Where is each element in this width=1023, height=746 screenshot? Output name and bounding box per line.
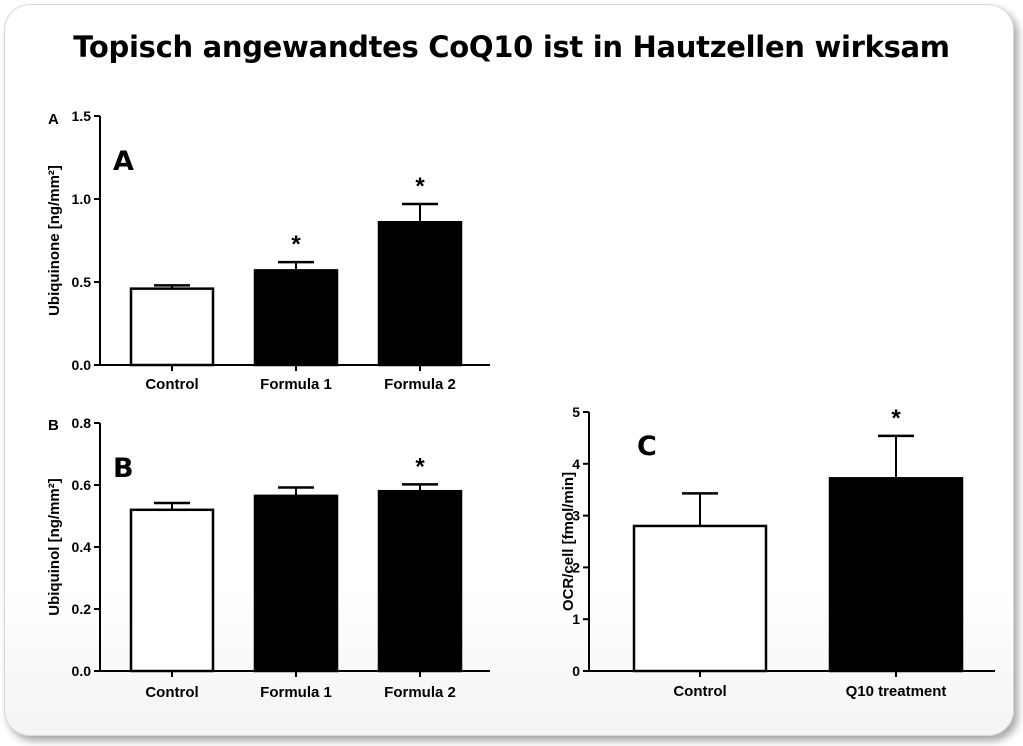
y-tick-label: 0.6 — [72, 477, 92, 493]
panel-letter: C — [637, 431, 657, 462]
y-tick-label: 1.0 — [72, 191, 92, 207]
y-axis-label: Ubiquinol [ng/mm²] — [46, 478, 63, 615]
bar — [129, 287, 215, 367]
y-tick-label: 0.4 — [72, 539, 92, 555]
panel-small-letter: A — [48, 111, 59, 128]
significance-star: * — [415, 453, 425, 480]
category-label: Formula 1 — [260, 684, 332, 701]
bar — [253, 494, 339, 673]
y-axis-label: OCR/cell [fmol/min] — [560, 472, 577, 611]
y-tick-label: 4 — [572, 456, 580, 472]
category-label: Formula 2 — [384, 684, 456, 701]
y-tick-label: 0.0 — [72, 357, 92, 373]
panel-small-letter: B — [48, 417, 59, 434]
category-label: Formula 2 — [384, 376, 456, 393]
category-label: Q10 treatment — [846, 683, 947, 700]
category-label: Formula 1 — [260, 376, 332, 393]
category-label: Control — [145, 376, 198, 393]
y-tick-label: 1 — [572, 611, 580, 627]
y-tick-label: 1.5 — [72, 108, 92, 124]
slide-title: Topisch angewandtes CoQ10 ist in Hautzel… — [73, 30, 950, 64]
bar — [377, 220, 463, 367]
y-tick-label: 2 — [572, 559, 580, 575]
significance-star: * — [891, 405, 901, 432]
significance-star: * — [415, 173, 425, 200]
y-tick-label: 0 — [572, 663, 580, 679]
bar — [377, 489, 463, 673]
panel-letter: A — [113, 146, 134, 177]
category-label: Control — [145, 684, 198, 701]
y-tick-label: 0.5 — [72, 274, 92, 290]
bar — [828, 477, 964, 673]
bar — [129, 508, 215, 673]
y-axis-label: Ubiquinone [ng/mm²] — [46, 165, 63, 316]
y-tick-label: 5 — [572, 404, 580, 420]
significance-star: * — [291, 231, 301, 258]
category-label: Control — [673, 683, 726, 700]
bar — [253, 269, 339, 367]
y-tick-label: 0.8 — [72, 415, 92, 431]
bar — [632, 524, 768, 673]
y-tick-label: 3 — [572, 508, 580, 524]
panel-letter: B — [113, 453, 134, 484]
y-tick-label: 0.0 — [72, 663, 92, 679]
y-tick-label: 0.2 — [72, 601, 92, 617]
